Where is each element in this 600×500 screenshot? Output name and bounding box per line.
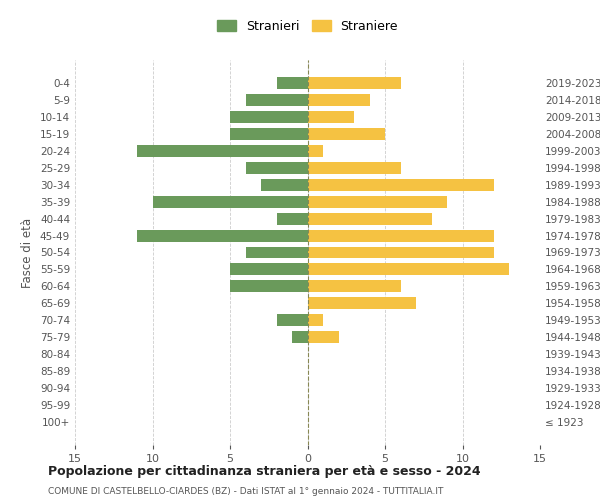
Bar: [245, 246, 308, 258]
Bar: [277, 78, 308, 90]
Y-axis label: Fasce di età: Fasce di età: [22, 218, 34, 288]
Bar: [308, 112, 354, 123]
Bar: [308, 331, 338, 343]
Bar: [308, 246, 493, 258]
Bar: [308, 280, 401, 292]
Bar: [261, 179, 308, 191]
Bar: [308, 128, 385, 140]
Bar: [308, 78, 401, 90]
Bar: [277, 213, 308, 224]
Bar: [230, 112, 308, 123]
Bar: [308, 314, 323, 326]
Bar: [308, 145, 323, 157]
Bar: [277, 314, 308, 326]
Bar: [308, 230, 493, 241]
Bar: [152, 196, 308, 207]
Text: COMUNE DI CASTELBELLO-CIARDES (BZ) - Dati ISTAT al 1° gennaio 2024 - TUTTITALIA.: COMUNE DI CASTELBELLO-CIARDES (BZ) - Dat…: [48, 488, 443, 496]
Bar: [308, 94, 370, 106]
Bar: [137, 230, 308, 241]
Bar: [308, 298, 416, 309]
Bar: [245, 94, 308, 106]
Bar: [230, 128, 308, 140]
Legend: Stranieri, Straniere: Stranieri, Straniere: [213, 16, 402, 36]
Bar: [308, 213, 431, 224]
Bar: [308, 162, 401, 174]
Bar: [292, 331, 308, 343]
Bar: [245, 162, 308, 174]
Bar: [230, 280, 308, 292]
Bar: [308, 264, 509, 276]
Bar: [137, 145, 308, 157]
Bar: [308, 196, 447, 207]
Bar: [230, 264, 308, 276]
Text: Popolazione per cittadinanza straniera per età e sesso - 2024: Popolazione per cittadinanza straniera p…: [48, 465, 481, 478]
Bar: [308, 179, 493, 191]
